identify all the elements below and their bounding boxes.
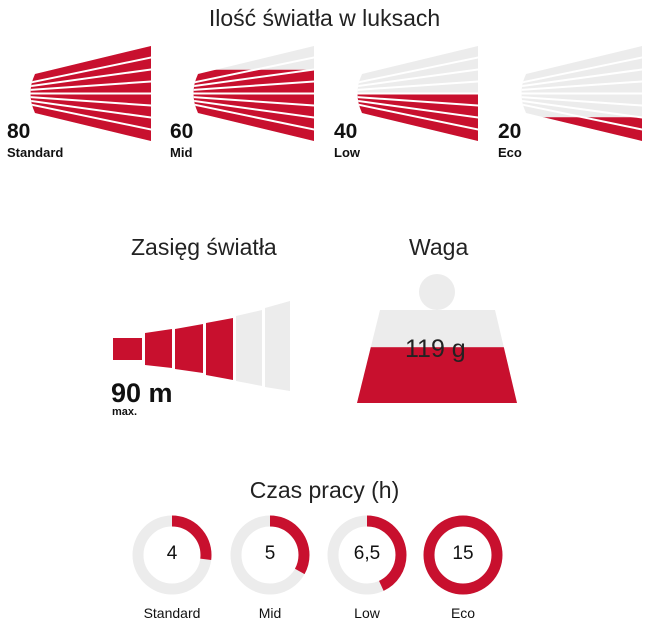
lux-label: Mid (170, 145, 193, 160)
lux-value: 60 (170, 120, 194, 143)
lux-label: Low (334, 145, 360, 160)
weight-value: 119 g (405, 335, 466, 363)
weight-title: Waga (409, 234, 469, 260)
runtime-donut (230, 515, 310, 595)
range-value: 90 m (111, 378, 173, 408)
range-segment (206, 318, 233, 380)
weight-fill (357, 347, 517, 403)
lux-beam-icon (30, 46, 151, 141)
lux-beam-icon (357, 46, 478, 141)
lux-value: 20 (498, 120, 522, 143)
runtime-label: Mid (258, 605, 282, 621)
lux-value: 80 (7, 120, 31, 143)
runtime-donut (327, 515, 407, 595)
lux-beam-icon (193, 46, 314, 141)
runtime-label: Low (354, 605, 380, 621)
runtime-title: Czas pracy (h) (249, 477, 400, 503)
range-segment (113, 338, 142, 360)
weight-icon (357, 274, 517, 403)
range-title: Zasięg światła (131, 234, 277, 260)
runtime-value: 5 (264, 543, 276, 564)
runtime-label: Eco (450, 605, 476, 621)
runtime-donut (423, 515, 503, 595)
range-segment (265, 301, 290, 391)
runtime-value: 4 (166, 543, 178, 564)
range-beam-icon (113, 301, 290, 391)
weight-knob (419, 274, 455, 310)
runtime-donut (132, 515, 212, 595)
range-segment (145, 329, 172, 368)
runtime-label: Standard (143, 605, 201, 621)
lux-label: Standard (7, 145, 64, 160)
range-qualifier: max. (112, 406, 138, 418)
lux-label: Eco (498, 145, 522, 160)
lux-title: Ilość światła w luksach (208, 5, 441, 31)
runtime-value: 15 (452, 543, 474, 564)
lux-beam-icon (521, 46, 642, 141)
range-segment (236, 310, 262, 386)
runtime-value: 6,5 (353, 543, 381, 564)
lux-value: 40 (334, 120, 358, 143)
range-segment (175, 324, 203, 373)
